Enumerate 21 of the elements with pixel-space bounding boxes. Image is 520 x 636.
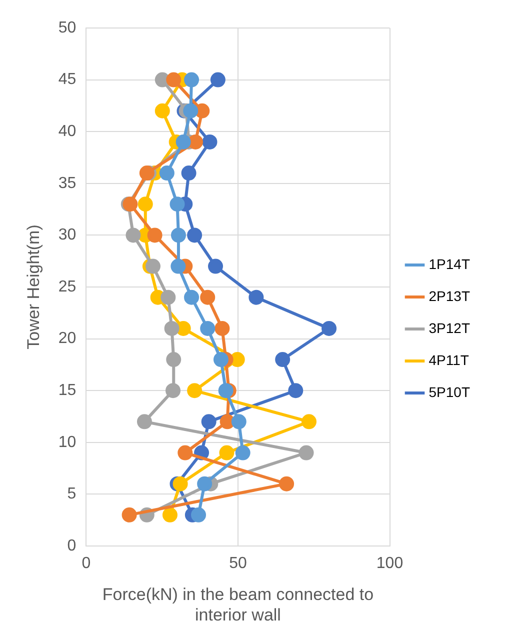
y-tick-label: 30 xyxy=(58,226,76,244)
y-tick-label: 10 xyxy=(58,434,76,451)
legend-label: 4P11T xyxy=(428,352,470,368)
y-tick-label: 40 xyxy=(58,123,76,140)
x-tick-label: 0 xyxy=(82,555,91,572)
legend-label: 3P12T xyxy=(428,320,470,336)
y-tick-label: 25 xyxy=(58,278,76,296)
y-tick-label: 35 xyxy=(58,174,76,192)
y-tick-label: 5 xyxy=(67,486,76,503)
y-tick-label: 20 xyxy=(58,330,76,348)
legend-label: 2P13T xyxy=(428,288,470,304)
x-tick-label: 100 xyxy=(376,555,404,572)
y-tick-label: 50 xyxy=(58,19,76,36)
y-tick-label: 15 xyxy=(58,382,76,400)
y-tick-label: 45 xyxy=(58,71,76,88)
x-axis-title: Force(kN) in the beam connected to interior wall xyxy=(102,585,374,624)
y-axis-title: Tower Height(m) xyxy=(24,224,43,350)
y-tick-label: 0 xyxy=(67,537,76,554)
legend-label: 5P10T xyxy=(428,384,470,400)
legend-label: 1P14T xyxy=(428,256,470,272)
x-tick-label: 50 xyxy=(229,555,247,572)
